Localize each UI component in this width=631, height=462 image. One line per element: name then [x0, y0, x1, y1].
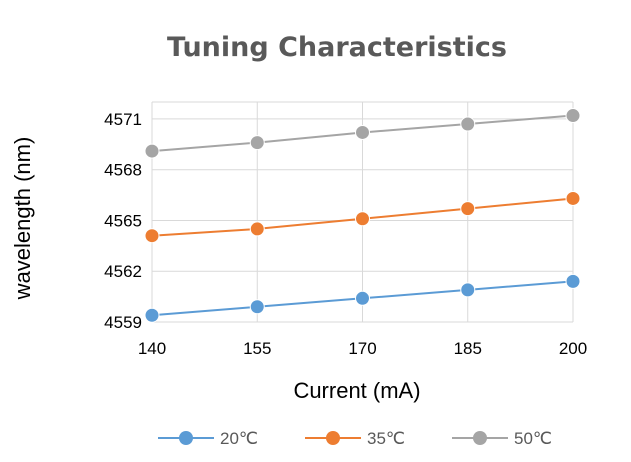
- data-point: [249, 135, 265, 151]
- x-tick-label: 140: [138, 339, 166, 358]
- data-point: [565, 273, 581, 289]
- series-1: [144, 190, 581, 244]
- legend-marker: [326, 431, 340, 445]
- x-tick-label: 185: [454, 339, 482, 358]
- data-point: [355, 124, 370, 140]
- legend-label: 35℃: [367, 429, 405, 448]
- data-point: [565, 108, 581, 124]
- data-point: [144, 143, 160, 159]
- legend-marker: [473, 431, 487, 445]
- data-point: [460, 116, 476, 132]
- y-tick-label: 4568: [104, 161, 142, 180]
- data-point: [249, 299, 265, 315]
- x-tick-label: 170: [348, 339, 376, 358]
- y-axis-title: wavelength (nm): [10, 137, 35, 301]
- legend-marker: [179, 431, 193, 445]
- series-group: [144, 108, 581, 323]
- data-point: [355, 290, 370, 306]
- x-tick-label: 200: [559, 339, 587, 358]
- data-point: [249, 221, 265, 237]
- x-tick-label: 155: [243, 339, 271, 358]
- data-point: [144, 307, 160, 323]
- legend-item: 35℃: [305, 429, 405, 448]
- data-point: [144, 228, 160, 244]
- y-axis-ticks: 4559 4562 4565 4568 4571: [104, 110, 142, 332]
- data-point: [355, 211, 370, 227]
- legend-item: 20℃: [158, 429, 258, 448]
- x-axis-ticks: 140 155 170 185 200: [138, 339, 587, 358]
- legend-label: 50℃: [514, 429, 552, 448]
- series-2: [144, 108, 581, 159]
- data-point: [460, 201, 476, 217]
- y-tick-label: 4565: [104, 211, 142, 230]
- y-tick-label: 4562: [104, 262, 142, 281]
- legend: 20℃ 35℃ 50℃: [158, 429, 552, 448]
- series-0: [144, 273, 581, 323]
- data-point: [565, 190, 581, 206]
- y-tick-label: 4571: [104, 110, 142, 129]
- chart-title: Tuning Characteristics: [167, 32, 507, 63]
- legend-label: 20℃: [220, 429, 258, 448]
- legend-item: 50℃: [452, 429, 552, 448]
- y-tick-label: 4559: [104, 313, 142, 332]
- data-point: [460, 282, 476, 298]
- x-axis-title: Current (mA): [293, 378, 420, 403]
